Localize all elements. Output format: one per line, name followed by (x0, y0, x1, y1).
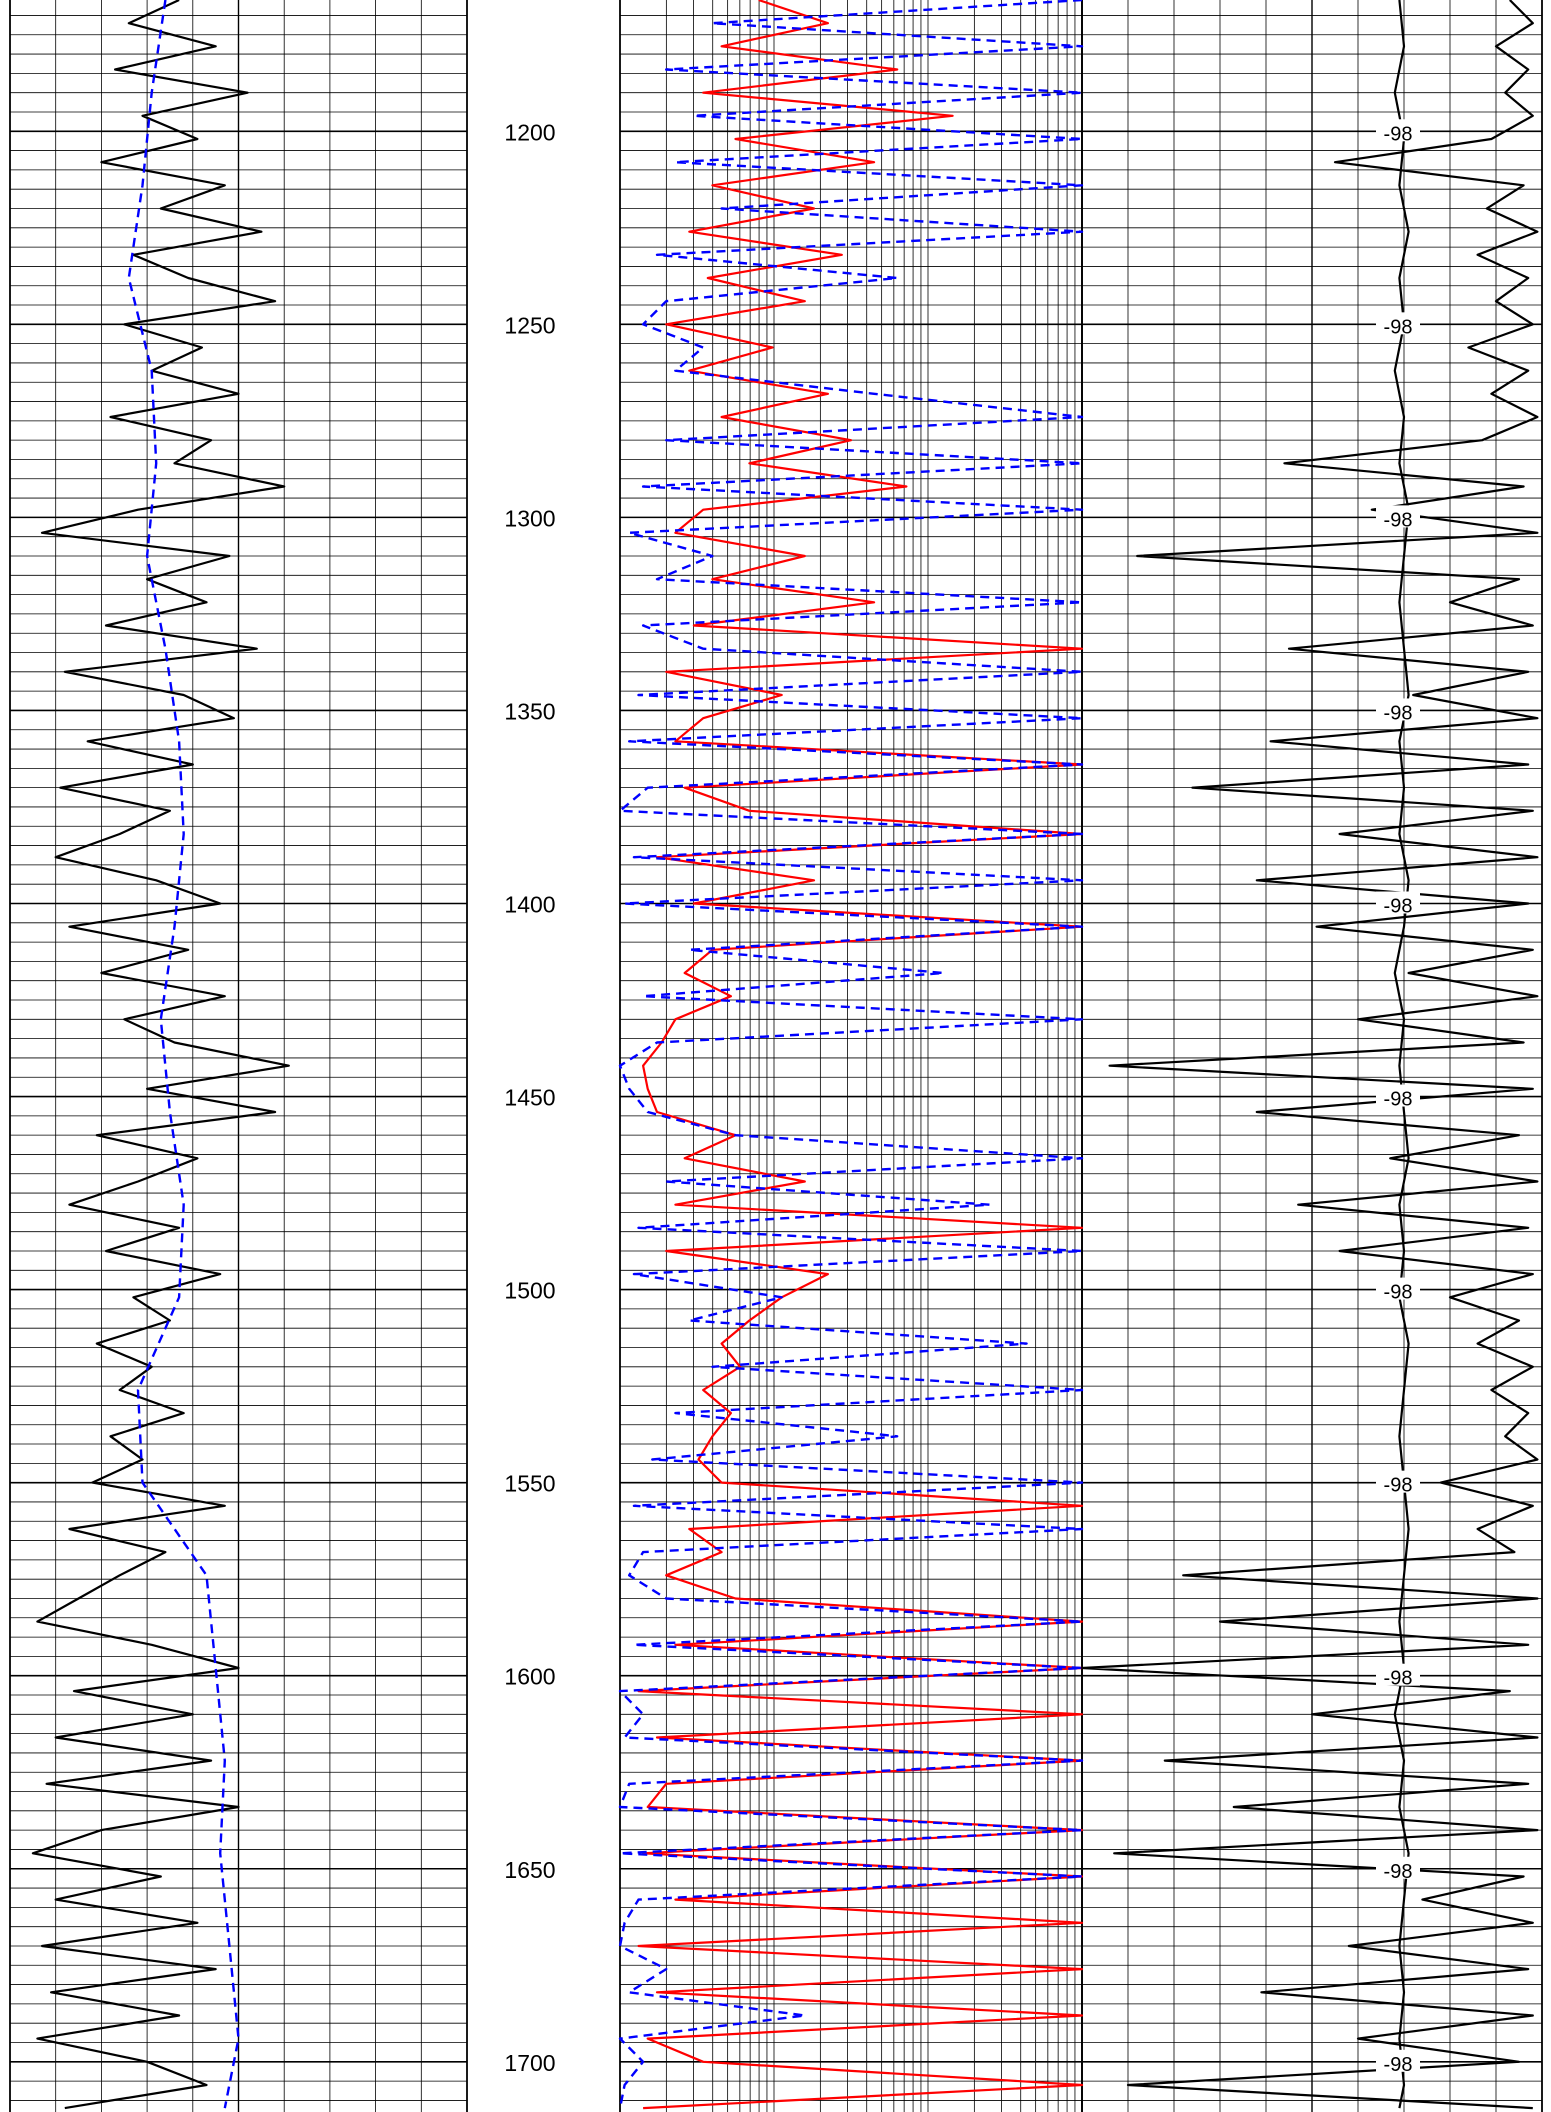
depth-tick-label: 1550 (504, 1471, 555, 1497)
curve-value-label: -98 (1384, 702, 1413, 724)
curve-value-label: -98 (1384, 509, 1413, 531)
log-curve-track1-series2 (127, 0, 240, 2109)
curve-layer (31, 0, 1539, 2110)
curve-value-label: -98 (1384, 1475, 1413, 1497)
curve-value-label: -98 (1384, 123, 1413, 145)
depth-tick-label: 1350 (504, 698, 555, 724)
curve-label-background (1376, 312, 1420, 335)
curve-value-label: -98 (1384, 1861, 1413, 1883)
curve-label-background (1376, 119, 1420, 142)
depth-tick-label: 1450 (504, 1085, 555, 1111)
curve-value-label: -98 (1384, 316, 1413, 338)
log-curve-track2-series2 (618, 0, 1084, 2109)
depth-tick-label: 1250 (504, 312, 555, 338)
curve-value-label: -98 (1384, 1668, 1413, 1690)
depth-tick-label: 1700 (504, 2050, 555, 2076)
curve-value-label: -98 (1384, 895, 1413, 917)
curve-label-background (1376, 1856, 1420, 1879)
curve-label-background (1376, 1470, 1420, 1493)
curve-value-label: -98 (1384, 1282, 1413, 1304)
depth-tick-label: 1600 (504, 1664, 555, 1690)
curve-label-background (1376, 2049, 1420, 2072)
curve-label-background (1376, 891, 1420, 914)
curve-label-background (1376, 1084, 1420, 1107)
grid-layer (9, 0, 1543, 2112)
curve-value-label: -98 (1384, 1089, 1413, 1111)
log-curve-track3-series2 (1393, 0, 1410, 2109)
curve-label-background (1376, 505, 1420, 528)
log-curve-track1-series1 (31, 0, 290, 2110)
depth-tick-label: 1400 (504, 891, 555, 917)
curve-value-label: -98 (1384, 2054, 1413, 2076)
depth-tick-label: 1650 (504, 1857, 555, 1883)
label-layer: 1200 1250 1300 1350 1400 1450 1500 1550 1600 1650… (504, 119, 1420, 2076)
depth-tick-label: 1500 (504, 1278, 555, 1304)
depth-tick-label: 1200 (504, 119, 555, 145)
log-curve-track3-series1 (1080, 0, 1539, 2110)
curve-label-background (1376, 698, 1420, 721)
curve-label-background (1376, 1663, 1420, 1686)
depth-tick-label: 1300 (504, 505, 555, 531)
curve-label-background (1376, 1277, 1420, 1300)
